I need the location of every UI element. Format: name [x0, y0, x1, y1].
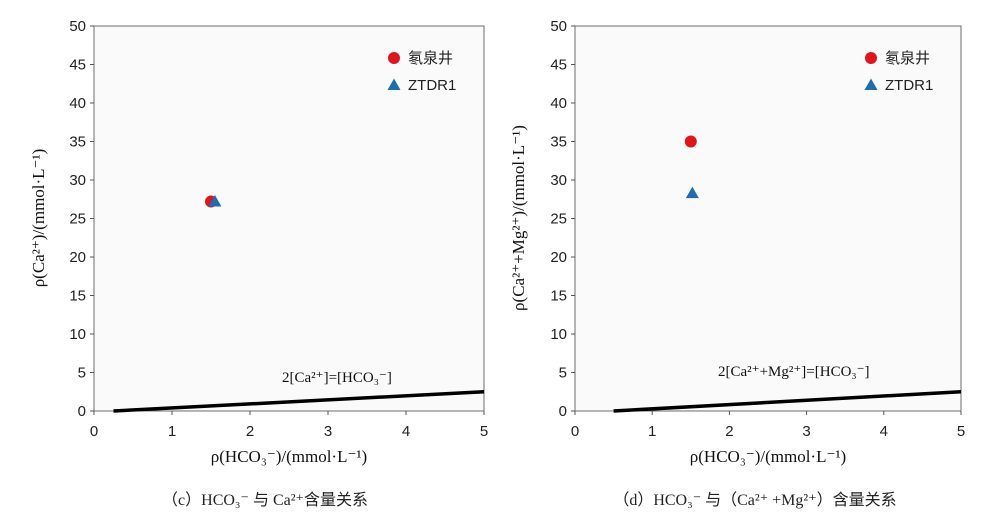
x-tick-label: 1 — [168, 423, 176, 440]
data-point-triangle — [685, 186, 699, 199]
data-points — [205, 195, 222, 208]
y-tick-label: 10 — [550, 326, 567, 343]
y-tick-label: 30 — [69, 172, 86, 189]
plot-frame — [574, 25, 962, 412]
y-ticks: 0 5 10 15 20 25 30 35 40 45 50 — [69, 18, 94, 420]
x-tick-label: 3 — [802, 423, 810, 440]
legend-label: ZTDR1 — [885, 77, 933, 94]
y-tick-label: 25 — [69, 211, 86, 228]
y-tick-label: 5 — [559, 365, 567, 382]
y-tick-label: 20 — [69, 249, 86, 266]
y-tick-label: 0 — [559, 403, 567, 420]
y-tick-label: 50 — [69, 18, 86, 35]
reference-line-label: 2[Ca²⁺]=[HCO₃⁻] — [282, 370, 392, 386]
y-tick-label: 35 — [69, 134, 86, 151]
x-ticks: 0 1 2 3 4 5 — [90, 411, 488, 440]
x-tick-label: 2 — [725, 423, 733, 440]
panel-caption: （d）HCO₃⁻ 与（Ca²⁺ +Mg²⁺）含量关系 — [613, 491, 896, 509]
y-tick-label: 0 — [78, 403, 86, 420]
y-tick-label: 20 — [550, 249, 567, 266]
reference-line-label: 2[Ca²⁺+Mg²⁺]=[HCO₃⁻] — [718, 364, 870, 380]
y-ticks: 0 5 10 15 20 25 30 35 40 45 50 — [550, 18, 575, 420]
y-tick-label: 15 — [69, 288, 86, 305]
x-tick-label: 2 — [246, 423, 254, 440]
legend-label: ZTDR1 — [408, 77, 456, 94]
legend-marker-circle — [865, 52, 877, 64]
x-tick-label: 4 — [402, 423, 410, 440]
y-tick-label: 30 — [550, 172, 567, 189]
y-tick-label: 25 — [550, 211, 567, 228]
legend-label: 氡泉井 — [885, 49, 930, 67]
y-tick-label: 15 — [550, 288, 567, 305]
y-tick-label: 5 — [78, 365, 86, 382]
legend-marker-triangle — [387, 78, 401, 90]
data-point-circle — [684, 135, 697, 148]
y-tick-label: 45 — [550, 57, 567, 74]
y-tick-label: 45 — [69, 57, 86, 74]
data-point-triangle — [208, 195, 222, 207]
panel-caption: （c）HCO₃⁻ 与 Ca²⁺含量关系 — [162, 491, 368, 509]
data-points — [684, 135, 699, 199]
x-tick-label: 0 — [90, 423, 98, 440]
x-axis-label: ρ(HCO₃⁻)/(mmol·L⁻¹) — [211, 447, 367, 466]
x-tick-label: 0 — [571, 423, 579, 440]
plot-frame — [93, 25, 485, 412]
x-tick-label: 4 — [880, 423, 888, 440]
x-tick-label: 5 — [480, 423, 488, 440]
x-ticks: 0 1 2 3 4 5 — [571, 411, 965, 440]
y-tick-label: 50 — [550, 18, 567, 35]
x-tick-label: 5 — [957, 423, 965, 440]
x-axis-label: ρ(HCO₃⁻)/(mmol·L⁻¹) — [690, 447, 846, 466]
reference-line-path — [113, 390, 485, 413]
y-tick-label: 40 — [550, 95, 567, 112]
legend: 氡泉井 ZTDR1 — [387, 49, 456, 94]
reference-line — [113, 390, 485, 413]
x-tick-label: 3 — [324, 423, 332, 440]
y-tick-label: 40 — [69, 95, 86, 112]
x-tick-label: 1 — [648, 423, 656, 440]
y-tick-label: 10 — [69, 326, 86, 343]
reference-line-path — [613, 390, 962, 413]
reference-line — [613, 390, 962, 413]
legend-marker-circle — [388, 52, 400, 64]
legend-label: 氡泉井 — [408, 49, 453, 67]
legend: 氡泉井 ZTDR1 — [864, 49, 933, 94]
y-axis-label: ρ(Ca²⁺+Mg²⁺)/(mmol·L⁻¹) — [509, 125, 528, 311]
legend-marker-triangle — [864, 78, 878, 90]
y-tick-label: 35 — [550, 134, 567, 151]
y-axis-label: ρ(Ca²⁺)/(mmol·L⁻¹) — [29, 149, 48, 288]
